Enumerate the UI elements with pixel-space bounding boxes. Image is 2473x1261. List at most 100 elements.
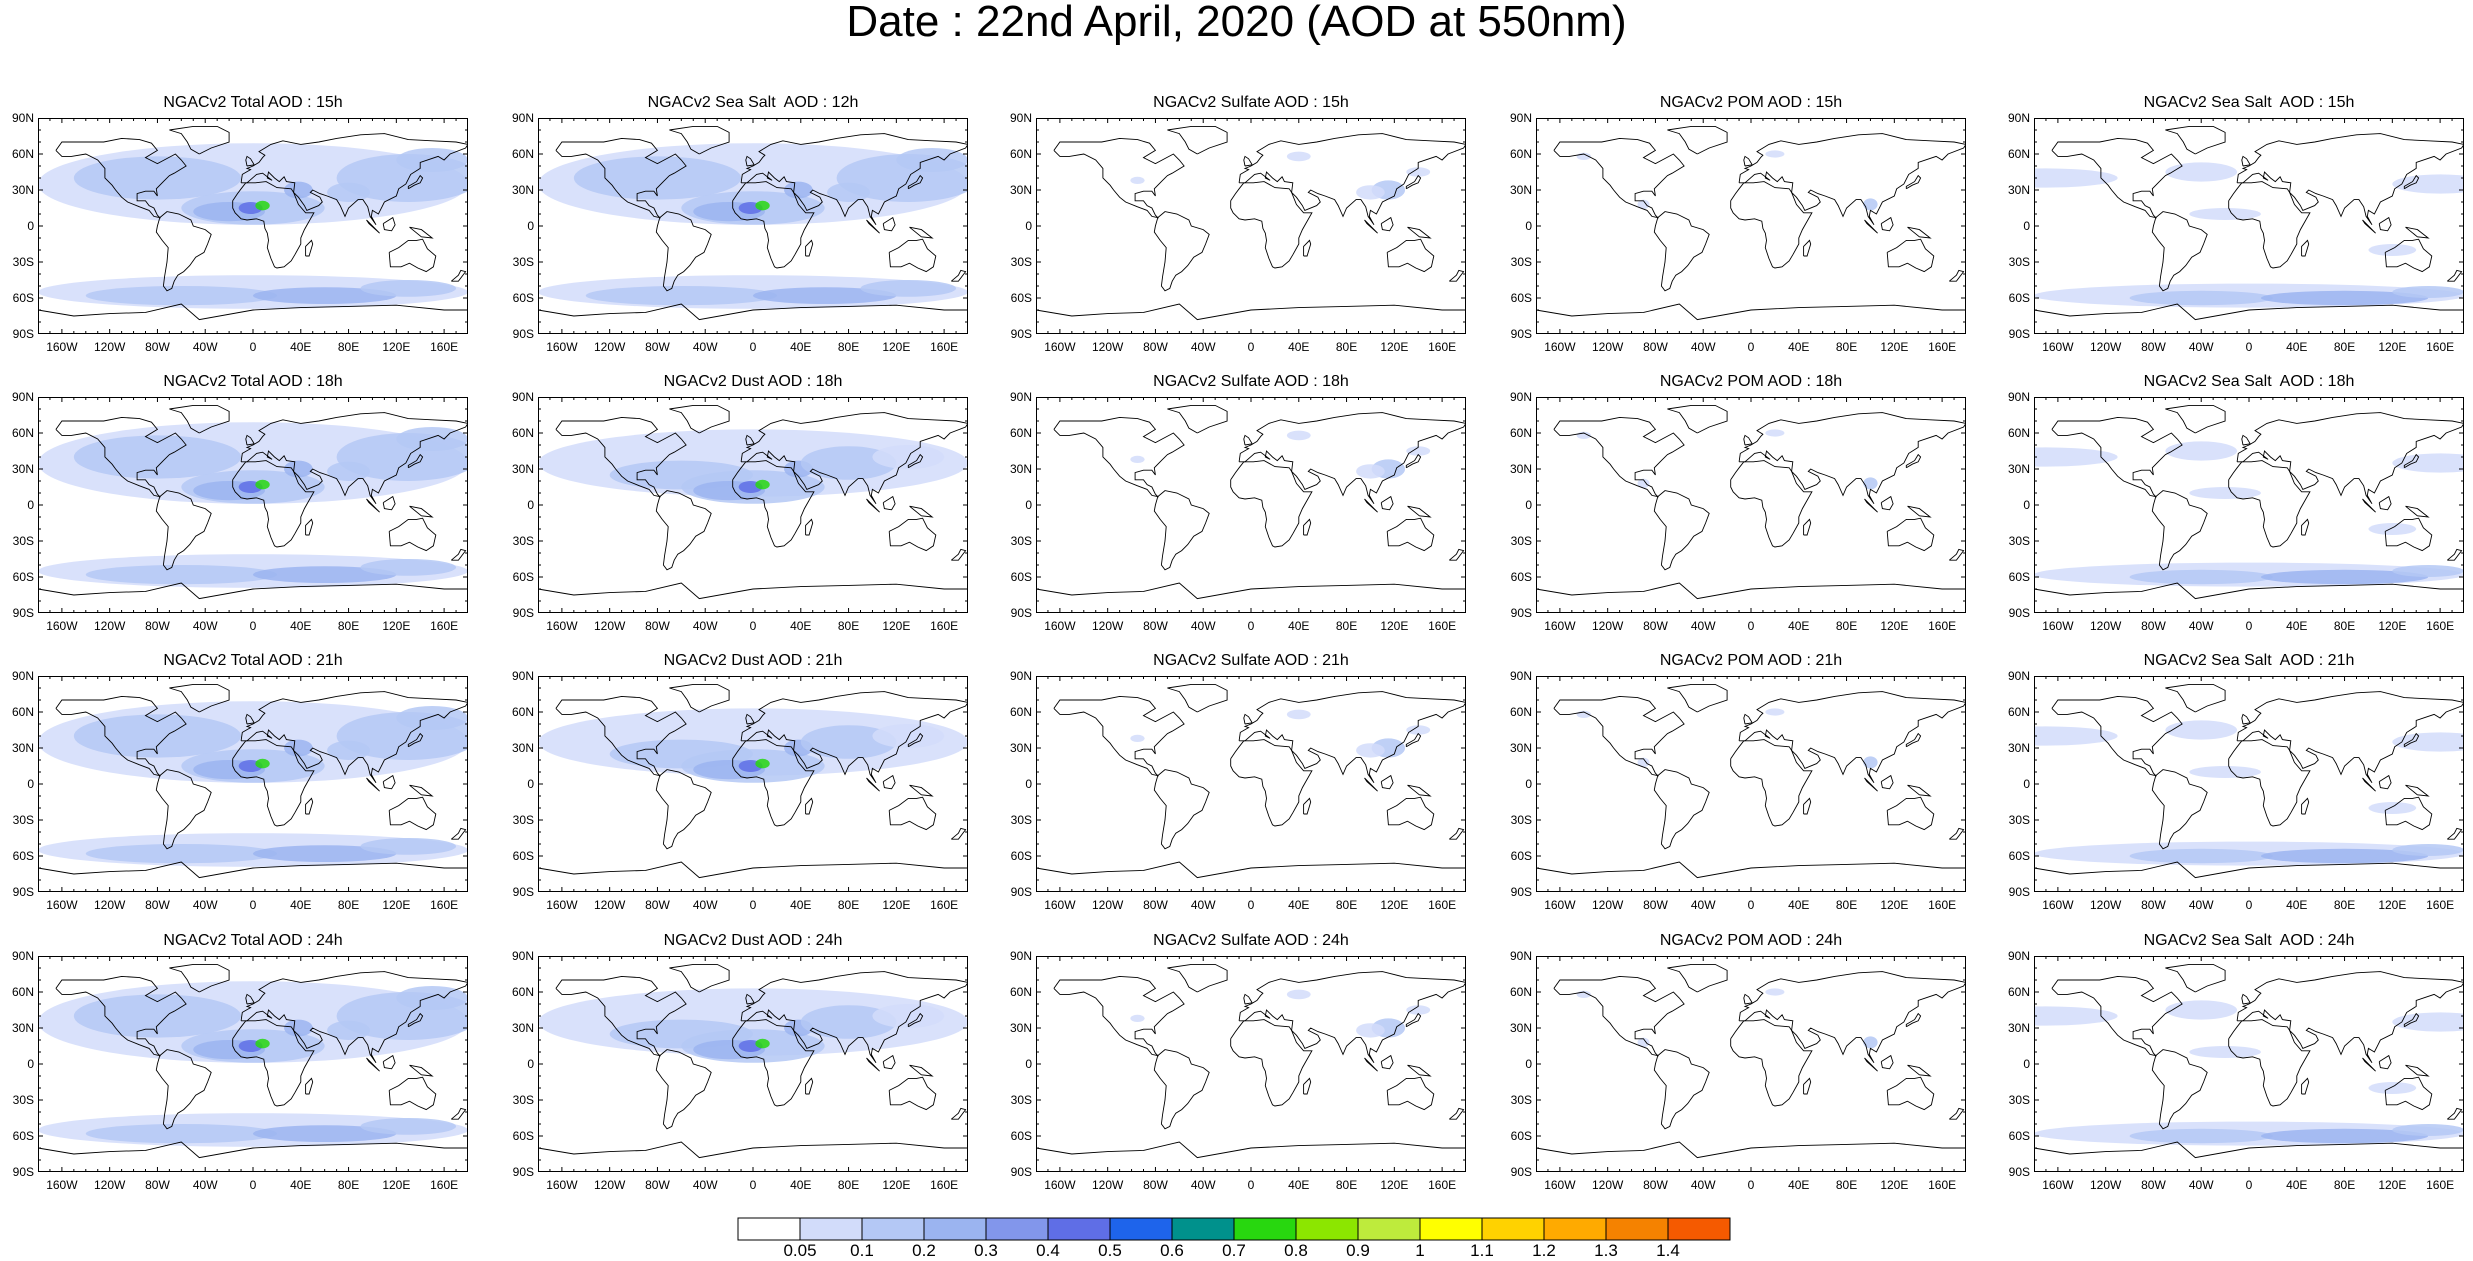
longitude-tick-label: 160E [430, 1178, 459, 1192]
coastline [1553, 137, 1685, 219]
aod-field-patch [2392, 565, 2464, 577]
aod-map-panel [38, 956, 468, 1172]
longitude-tick-label: 160E [2426, 1178, 2455, 1192]
longitude-tick-label: 120E [882, 340, 911, 354]
longitude-tick-label: 160E [430, 340, 459, 354]
coastline [382, 1054, 396, 1070]
coastline [882, 216, 896, 232]
latitude-tick-label: 90S [1510, 1165, 1532, 1179]
aod-field-patch [872, 445, 945, 469]
coastline [388, 796, 437, 831]
coastline [732, 181, 815, 269]
panel-title: NGACv2 Sea Salt AOD : 15h [2143, 94, 2355, 111]
latitude-tick-label: 90S [512, 606, 534, 620]
longitude-tick-label: 160W [2042, 1178, 2074, 1192]
coastline [740, 412, 968, 505]
longitude-tick-label: 160W [2042, 619, 2074, 633]
coastline [2241, 434, 2251, 446]
coastline [38, 1141, 468, 1159]
coastline [732, 460, 815, 548]
coastline [1407, 505, 1432, 518]
coastline [409, 784, 434, 797]
longitude-tick-label: 160E [2426, 898, 2455, 912]
latitude-tick-label: 90S [2008, 606, 2030, 620]
coastline [2405, 1064, 2430, 1077]
longitude-tick-label: 40W [1690, 1178, 1716, 1192]
aod-field-patch [1637, 478, 1650, 489]
coastline [1449, 827, 1465, 840]
longitude-tick-label: 0 [749, 1178, 757, 1192]
coastline [2384, 1076, 2433, 1111]
coastline [1153, 211, 1210, 292]
latitude-tick-label: 30S [12, 255, 34, 269]
coastline [1364, 498, 1378, 513]
latitude-tick-label: 30S [12, 813, 34, 827]
aod-map-panel [538, 676, 968, 892]
longitude-tick-label: 80W [645, 619, 670, 633]
coastline [1653, 490, 1710, 571]
aod-field-patch [2260, 848, 2429, 864]
aod-field-patch [2034, 1006, 2118, 1026]
latitude-tick-label: 0 [527, 1057, 534, 1071]
coastline [909, 226, 934, 239]
longitude-tick-label: 40W [2188, 898, 2214, 912]
aod-field-patch [2189, 766, 2261, 778]
coastline [409, 226, 434, 239]
longitude-tick-label: 160W [1544, 1178, 1576, 1192]
aod-field-patch [1863, 477, 1878, 490]
colorbar-tick-label: 0.2 [912, 1241, 936, 1260]
aod-field-patch [85, 844, 277, 864]
coastline [232, 460, 315, 548]
coastline [240, 971, 468, 1064]
longitude-tick-label: 80E [837, 898, 860, 912]
coastline [1864, 498, 1878, 513]
colorbar-tick-label: 0.3 [974, 1241, 998, 1260]
longitude-tick-label: 40W [192, 619, 218, 633]
panel-title: NGACv2 Sea Salt AOD : 24h [2143, 932, 2355, 949]
map-frame [38, 397, 468, 613]
latitude-tick-label: 60S [2008, 1129, 2030, 1143]
longitude-tick-label: 160E [1428, 1178, 1457, 1192]
coastline [1303, 797, 1312, 815]
coastline [2051, 695, 2183, 777]
longitude-tick-label: 40W [692, 619, 718, 633]
longitude-tick-label: 80W [645, 340, 670, 354]
latitude-tick-label: 90N [1509, 111, 1532, 125]
coastline [669, 683, 730, 713]
latitude-tick-label: 30S [2008, 813, 2030, 827]
coastline [1905, 1012, 1922, 1028]
aod-field-patch [2165, 720, 2238, 740]
coastline [240, 691, 468, 784]
coastline [232, 181, 315, 269]
colorbar-tick-label: 0.4 [1036, 1241, 1060, 1260]
latitude-tick-label: 60S [1010, 291, 1032, 305]
latitude-tick-label: 60S [1510, 570, 1532, 584]
longitude-tick-label: 40E [1288, 619, 1310, 633]
coastline [1036, 1141, 1466, 1159]
colorbar-swatch [1047, 1217, 1111, 1241]
longitude-tick-label: 80W [1143, 340, 1168, 354]
longitude-tick-label: 0 [249, 619, 257, 633]
coastline [2405, 226, 2430, 239]
longitude-tick-label: 40E [1288, 898, 1310, 912]
coastline [2378, 774, 2392, 790]
longitude-tick-label: 80E [337, 619, 360, 633]
coastline [1407, 226, 1432, 239]
coastline [1167, 683, 1228, 713]
longitude-tick-label: 120W [593, 340, 626, 354]
coastline [1880, 774, 1894, 790]
latitude-tick-label: 30S [12, 1093, 34, 1107]
longitude-tick-label: 80E [337, 1178, 360, 1192]
coastline [1407, 1064, 1432, 1077]
longitude-tick-label: 120W [2089, 898, 2122, 912]
aod-field-patch [784, 181, 813, 199]
coastline [245, 713, 255, 725]
coastline [909, 784, 934, 797]
longitude-tick-label: 160W [1044, 619, 1076, 633]
panel-title: NGACv2 Total AOD : 24h [163, 932, 343, 949]
longitude-tick-label: 120E [382, 619, 411, 633]
latitude-tick-label: 60S [2008, 291, 2030, 305]
aod-field-patch [1863, 1036, 1878, 1049]
aod-field-patch [1406, 167, 1431, 177]
aod-field-patch [255, 758, 270, 769]
